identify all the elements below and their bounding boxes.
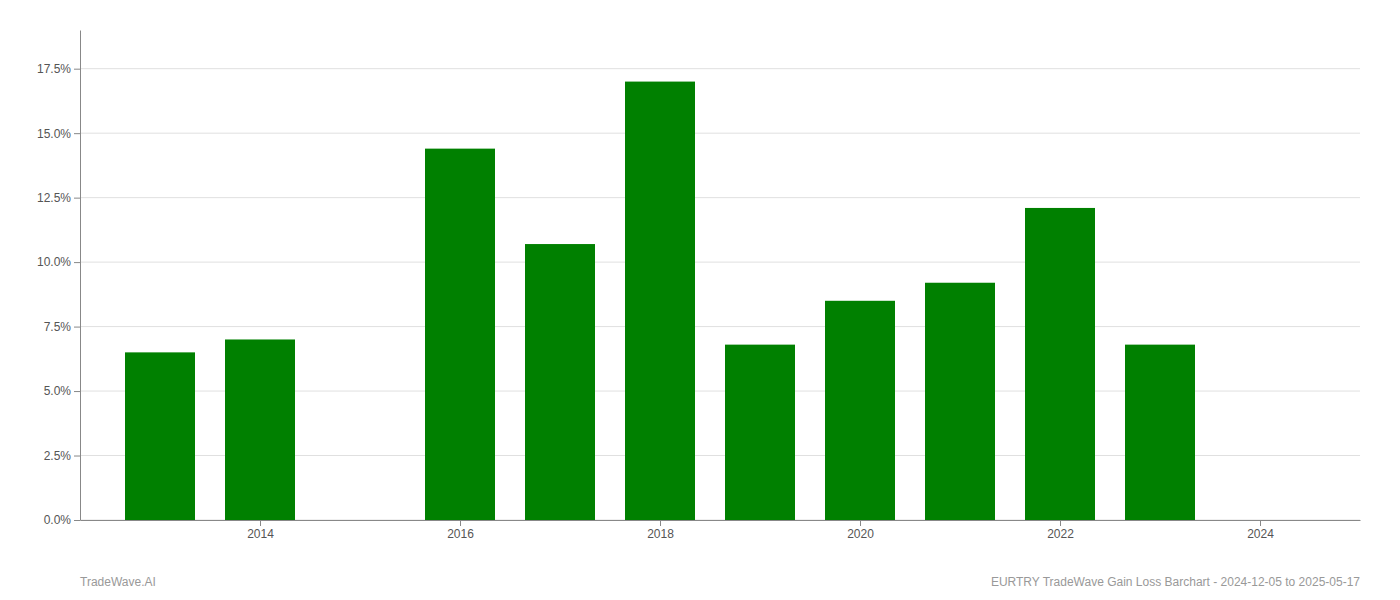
x-tick-label: 2018 — [647, 527, 674, 541]
x-tick-mark — [460, 520, 461, 526]
x-tick-mark — [260, 520, 261, 526]
y-tick-mark — [74, 198, 80, 199]
x-tick-label: 2014 — [247, 527, 274, 541]
x-tick-label: 2024 — [1247, 527, 1274, 541]
y-tick: 10.0% — [37, 255, 80, 269]
y-tick-mark — [74, 327, 80, 328]
x-tick: 2024 — [1247, 520, 1274, 541]
bar — [725, 345, 795, 520]
y-tick: 0.0% — [44, 513, 80, 527]
x-axis-line — [81, 520, 1361, 521]
y-tick-label: 2.5% — [44, 449, 72, 463]
x-tick-mark — [1060, 520, 1061, 526]
y-tick-label: 17.5% — [37, 62, 71, 76]
y-tick: 7.5% — [44, 320, 80, 334]
bar — [925, 283, 995, 520]
bar — [1125, 345, 1195, 520]
y-tick-label: 0.0% — [44, 513, 72, 527]
bar — [525, 244, 595, 520]
grid-line — [80, 197, 1360, 198]
x-tick-label: 2020 — [847, 527, 874, 541]
x-tick: 2022 — [1047, 520, 1074, 541]
y-tick-mark — [74, 520, 80, 521]
x-tick-label: 2016 — [447, 527, 474, 541]
plot-area — [125, 82, 1195, 520]
y-tick-label: 5.0% — [44, 384, 72, 398]
x-axis: 2014 2016 2018 2020 2022 2024 — [81, 520, 1361, 541]
footer: TradeWave.AI EURTRY TradeWave Gain Loss B… — [80, 575, 1360, 589]
y-tick: 15.0% — [37, 126, 80, 140]
y-tick-mark — [74, 262, 80, 263]
grid-line — [80, 68, 1360, 69]
x-tick-label: 2022 — [1047, 527, 1074, 541]
bar — [1025, 208, 1095, 520]
chart-svg: 2014 2016 2018 2020 2022 2024 0.0% 2.5% 5.0% 7.5%… — [0, 0, 1400, 600]
y-tick-label: 15.0% — [37, 126, 71, 140]
y-tick-mark — [74, 133, 80, 134]
x-tick: 2016 — [447, 520, 474, 541]
bar — [425, 149, 495, 520]
x-tick-mark — [660, 520, 661, 526]
y-tick-mark — [74, 69, 80, 70]
grid-line — [80, 326, 1360, 327]
y-tick-mark — [74, 391, 80, 392]
y-axis: 0.0% 2.5% 5.0% 7.5% 10.0% 12.5% 15.0% 17.5% — [37, 31, 81, 528]
grid — [80, 69, 1360, 520]
y-tick-mark — [74, 456, 80, 457]
y-tick: 2.5% — [44, 449, 80, 463]
x-tick: 2018 — [647, 520, 674, 541]
x-tick-mark — [860, 520, 861, 526]
bar — [125, 352, 195, 520]
y-tick: 5.0% — [44, 384, 80, 398]
y-tick-label: 12.5% — [37, 191, 71, 205]
y-tick-label: 10.0% — [37, 255, 71, 269]
bar — [625, 82, 695, 520]
y-axis-line — [80, 31, 81, 521]
grid-line — [80, 262, 1360, 263]
y-tick: 12.5% — [37, 191, 80, 205]
y-tick: 17.5% — [37, 62, 80, 76]
x-tick-mark — [1260, 520, 1261, 526]
chart-container: 2014 2016 2018 2020 2022 2024 0.0% 2.5% 5.0% 7.5%… — [0, 0, 1400, 600]
footer-text: EURTRY TradeWave Gain Loss Barchart - 20… — [991, 575, 1360, 589]
x-tick: 2020 — [847, 520, 874, 541]
bar — [825, 301, 895, 520]
x-tick: 2014 — [247, 520, 274, 541]
bar — [225, 339, 295, 520]
y-tick-label: 7.5% — [44, 320, 72, 334]
footer-text: TradeWave.AI — [80, 575, 156, 589]
grid-line — [80, 133, 1360, 134]
